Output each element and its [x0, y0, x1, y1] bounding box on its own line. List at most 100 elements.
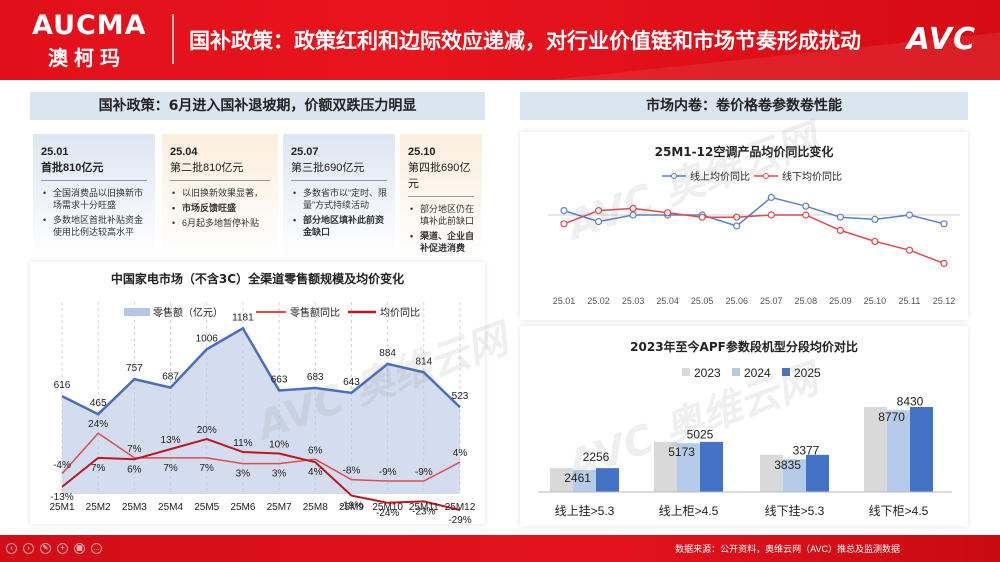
- bar-value-label: 3377: [793, 443, 820, 457]
- price-yoy-label: -23%: [412, 506, 435, 517]
- x-tick-label: 25M2: [86, 502, 111, 513]
- sales-yoy-label: -4%: [53, 460, 71, 471]
- x-tick-label: 25.12: [933, 296, 956, 306]
- sales-value-label: 523: [452, 391, 469, 402]
- ac-price-chart-card: [520, 132, 968, 320]
- price-yoy-label: -24%: [376, 508, 399, 519]
- x-tick-label: 25M6: [230, 502, 255, 513]
- policy-amount: 第四批690亿元: [408, 162, 471, 190]
- bar-2023: [760, 454, 783, 492]
- grid-icon[interactable]: ▦: [74, 543, 85, 554]
- divider: [41, 180, 147, 181]
- policy-card: 25.07 第三批690亿元多数省市以“定时、限量”方式持续活动部分地区填补此前资…: [283, 134, 395, 258]
- price-yoy-label: 10%: [269, 440, 289, 451]
- data-point: [836, 213, 844, 221]
- bar-value-label: 8770: [878, 410, 905, 424]
- aucma-logo: AUCMA 澳柯玛: [0, 0, 168, 80]
- x-tick-label: 25.04: [656, 296, 679, 306]
- policy-date: 25.10: [408, 146, 436, 158]
- bar-2023: [654, 441, 677, 492]
- sales-yoy-label: 7%: [200, 463, 215, 474]
- prev-slide-icon[interactable]: ‹: [6, 543, 17, 554]
- slide-title: 国补政策：政策红利和边际效应递减，对行业价值链和市场节奏形成扰动: [189, 29, 861, 53]
- legend-label: 2023: [694, 366, 721, 380]
- policy-card: 25.04 第二批810亿元以旧换新效果显著， 市场反馈旺盛 6月起多地暂停补贴: [162, 134, 278, 258]
- pen-icon[interactable]: ✎: [40, 543, 51, 554]
- legend-label: 均价同比: [380, 307, 420, 319]
- data-point: [664, 209, 672, 217]
- divider: [408, 196, 474, 197]
- sales-yoy-label: 6%: [308, 445, 323, 456]
- data-point: [698, 213, 706, 221]
- data-point: [560, 220, 568, 228]
- price-yoy-label: 20%: [197, 425, 217, 436]
- online-price-line: [563, 196, 945, 227]
- zoom-icon[interactable]: +: [57, 543, 68, 554]
- policy-bullets: 部分地区仍在填补此前缺口渠道、企业自补促进消费: [408, 203, 474, 254]
- x-tick-label: 25M8: [303, 502, 328, 513]
- retail-chart: 零售额（亿元） 零售额同比 均价同比 616 465 757 687 1006 1181 663 6…: [49, 302, 476, 524]
- sales-value-label: 683: [307, 372, 324, 383]
- x-tick-label: 25.08: [795, 296, 818, 306]
- x-tick-label: 25.09: [829, 296, 852, 306]
- data-point: [767, 211, 775, 219]
- apf-bar-chart: 2023 2024 2025 2461 2256 线上挂>5.3 5173 5025 线上柜>4…: [538, 366, 952, 518]
- price-yoy-label: -19%: [340, 501, 363, 512]
- next-slide-icon[interactable]: ›: [23, 543, 34, 554]
- sales-yoy-label: 7%: [163, 463, 178, 474]
- legend-label: 2025: [794, 366, 821, 380]
- data-point: [629, 204, 637, 213]
- bar-2024: [677, 443, 700, 492]
- bar-value-label: 2461: [564, 471, 591, 485]
- policy-date: 25.04: [170, 146, 198, 158]
- policy-bullet: 部分地区仍在填补此前缺口: [408, 203, 474, 227]
- policy-date: 25.01: [41, 146, 69, 158]
- data-point: [871, 237, 879, 246]
- policy-bullets: 多数省市以“定时、限量”方式持续活动部分地区填补此前资金缺口: [291, 187, 387, 238]
- sales-value-label: 814: [415, 356, 432, 367]
- retail-chart-title: 中国家电市场（不含3C）全渠道零售额规模及均价变化: [110, 272, 405, 286]
- sales-value-label: 616: [54, 380, 71, 391]
- retail-legend: 零售额（亿元） 零售额同比 均价同比: [124, 306, 420, 319]
- bar-2025: [700, 441, 723, 492]
- x-tick-label: 线下柜>4.5: [869, 504, 929, 518]
- bar-2024: [887, 410, 910, 492]
- policy-bullet: 6月起多地暂停补贴: [170, 217, 270, 229]
- apf-bar-chart-title: 2023年至今APF参数段机型分段均价对比: [630, 340, 858, 354]
- more-icon[interactable]: …: [91, 543, 102, 554]
- x-tick-label: 25M5: [194, 502, 219, 513]
- ac-price-chart: 线上均价同比 线下均价同比 25.01 25.02 25.03 25.04 25.05 25.…: [548, 170, 960, 306]
- legend-label: 2024: [744, 366, 771, 380]
- legend-swatch: [732, 368, 740, 376]
- header-bar: AUCMA 澳柯玛 国补政策：政策红利和边际效应递减，对行业价值链和市场节奏形成…: [0, 0, 1000, 80]
- x-tick-label: 25M10: [372, 502, 403, 513]
- policy-card: 25.10 第四批690亿元部分地区仍在填补此前缺口渠道、企业自补促进消费: [400, 134, 482, 258]
- x-tick-label: 25.06: [725, 296, 748, 306]
- left-panel-heading: 国补政策：6月进入国补退坡期，价额双跌压力明显: [30, 92, 485, 120]
- bar-value-label: 5173: [668, 445, 695, 459]
- x-tick-label: 25M7: [267, 502, 292, 513]
- sales-yoy-label: 24%: [88, 419, 108, 430]
- legend-label: 线下均价同比: [782, 170, 842, 183]
- x-tick-label: 线下挂>5.3: [765, 504, 825, 518]
- sales-yoy-line: [61, 432, 461, 482]
- sales-yoy-label: 7%: [127, 444, 142, 455]
- x-tick-label: 25.02: [587, 296, 610, 306]
- x-tick-label: 25.03: [622, 296, 645, 306]
- sales-value-label: 465: [90, 398, 107, 409]
- policy-bullets: 全国消费品以旧换新市场需求十分旺盛多数地区首批补贴资金使用比例达较高水平: [41, 187, 147, 238]
- policy-amount: 首批810亿元: [41, 162, 104, 174]
- x-tick-label: 25.01: [553, 296, 576, 306]
- data-point: [594, 206, 603, 215]
- logo-cn-text: 澳柯玛: [48, 46, 126, 70]
- sales-yoy-label: -9%: [415, 467, 433, 478]
- policy-bullet: 多数地区首批补贴资金使用比例达较高水平: [41, 214, 147, 238]
- x-tick-label: 25M12: [445, 502, 476, 513]
- x-tick-label: 线上柜>4.5: [659, 504, 719, 518]
- data-point: [733, 213, 741, 221]
- x-tick-label: 25M1: [49, 502, 74, 513]
- sales-value-label: 687: [162, 372, 179, 383]
- price-yoy-label: 7%: [91, 463, 106, 474]
- price-yoy-label: 11%: [233, 438, 252, 449]
- legend-swatch: [782, 368, 790, 376]
